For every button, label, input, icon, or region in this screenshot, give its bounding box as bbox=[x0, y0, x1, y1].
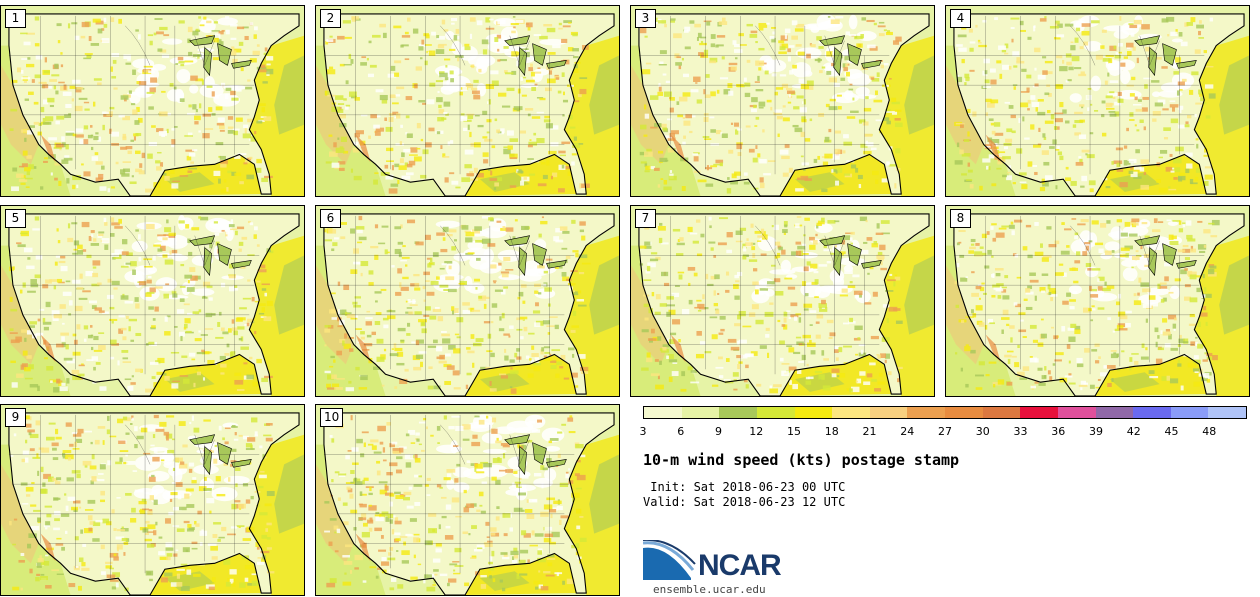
colorbar-tick-label: 15 bbox=[787, 425, 801, 438]
colorbar-segment bbox=[1170, 407, 1209, 418]
wind-speed-map bbox=[1, 6, 304, 196]
colorbar-tick-label: 6 bbox=[677, 425, 685, 438]
member-number-label: 3 bbox=[635, 9, 656, 28]
colorbar-segment bbox=[1057, 407, 1096, 418]
member-number-label: 7 bbox=[635, 209, 656, 228]
colorbar-segment bbox=[982, 407, 1021, 418]
member-number-label: 9 bbox=[5, 408, 26, 427]
colorbar-tick-label: 30 bbox=[975, 425, 990, 438]
member-map-panel: 8 bbox=[945, 205, 1250, 397]
colorbar-segment bbox=[644, 407, 682, 418]
member-map-panel: 6 bbox=[315, 205, 620, 397]
member-number-label: 4 bbox=[950, 9, 971, 28]
member-map-panel: 9 bbox=[0, 404, 305, 596]
colorbar-tick-label: 45 bbox=[1164, 425, 1179, 438]
colorbar-tick-label: 27 bbox=[938, 425, 952, 438]
wind-speed-map bbox=[316, 206, 619, 396]
ncar-logo-text: NCAR bbox=[698, 549, 782, 582]
colorbar-tick-label: 24 bbox=[900, 425, 915, 438]
member-map-panel: 5 bbox=[0, 205, 305, 397]
colorbar-segment bbox=[719, 407, 757, 418]
colorbar-tick-label: 48 bbox=[1202, 425, 1217, 438]
ncar-logo-icon bbox=[643, 540, 696, 580]
init-time: Init: Sat 2018-06-23 00 UTC bbox=[643, 480, 846, 494]
colorbar-tick-label: 33 bbox=[1013, 425, 1028, 438]
member-map-panel: 7 bbox=[630, 205, 935, 397]
colorbar-segment bbox=[794, 407, 833, 418]
chart-title: 10-m wind speed (kts) postage stamp bbox=[643, 451, 960, 469]
colorbar-tick-label: 42 bbox=[1126, 425, 1141, 438]
colorbar bbox=[643, 406, 1247, 419]
member-map-panel: 4 bbox=[945, 5, 1250, 197]
colorbar-tick-label: 12 bbox=[749, 425, 764, 438]
colorbar-segment bbox=[907, 407, 945, 418]
wind-speed-map bbox=[316, 6, 619, 196]
colorbar-tick-label: 18 bbox=[824, 425, 839, 438]
colorbar-segment bbox=[1133, 407, 1171, 418]
ensemble-url: ensemble.ucar.edu bbox=[653, 583, 766, 596]
colorbar-segment bbox=[945, 407, 983, 418]
member-number-label: 5 bbox=[5, 209, 26, 228]
colorbar-segment bbox=[681, 407, 720, 418]
wind-speed-map bbox=[631, 206, 934, 396]
colorbar-tick-label: 39 bbox=[1089, 425, 1103, 438]
wind-speed-map bbox=[946, 206, 1249, 396]
wind-speed-map bbox=[631, 6, 934, 196]
colorbar-tick-label: 3 bbox=[639, 425, 647, 438]
member-map-panel: 10 bbox=[315, 404, 620, 596]
member-number-label: 8 bbox=[950, 209, 971, 228]
colorbar-tick-label: 9 bbox=[715, 425, 722, 438]
wind-speed-map bbox=[1, 405, 304, 595]
colorbar-segment bbox=[869, 407, 908, 418]
member-map-panel: 1 bbox=[0, 5, 305, 197]
colorbar-segment bbox=[1208, 407, 1246, 418]
wind-speed-map bbox=[1, 206, 304, 396]
member-map-panel: 3 bbox=[630, 5, 935, 197]
member-number-label: 2 bbox=[320, 9, 341, 28]
wind-speed-map bbox=[316, 405, 619, 595]
member-number-label: 6 bbox=[320, 209, 341, 228]
member-number-label: 10 bbox=[320, 408, 344, 427]
valid-time: Valid: Sat 2018-06-23 12 UTC bbox=[643, 495, 846, 509]
member-map-panel: 2 bbox=[315, 5, 620, 197]
colorbar-segment bbox=[1020, 407, 1058, 418]
wind-speed-map bbox=[946, 6, 1249, 196]
member-number-label: 1 bbox=[5, 9, 26, 28]
colorbar-tick-label: 21 bbox=[862, 425, 877, 438]
colorbar-tick-label: 36 bbox=[1051, 425, 1066, 438]
colorbar-segment bbox=[1095, 407, 1134, 418]
colorbar-segment bbox=[832, 407, 870, 418]
colorbar-segment bbox=[756, 407, 795, 418]
